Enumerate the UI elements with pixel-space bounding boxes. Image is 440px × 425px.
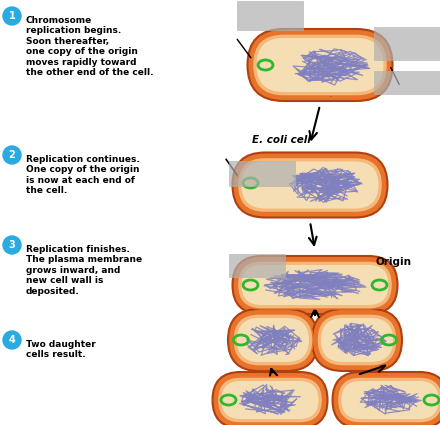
Text: 1: 1 <box>9 11 15 21</box>
FancyBboxPatch shape <box>237 318 309 362</box>
FancyBboxPatch shape <box>341 381 439 419</box>
Circle shape <box>3 236 21 254</box>
Text: Replication finishes.
The plasma membrane
grows inward, and
new cell wall is
dep: Replication finishes. The plasma membran… <box>26 245 142 296</box>
Text: Replication continues.
One copy of the origin
is now at each end of
the cell.: Replication continues. One copy of the o… <box>26 155 140 195</box>
FancyBboxPatch shape <box>242 162 378 209</box>
Text: Origin: Origin <box>375 257 411 267</box>
FancyBboxPatch shape <box>238 261 392 309</box>
Circle shape <box>3 146 21 164</box>
FancyBboxPatch shape <box>217 377 323 423</box>
FancyBboxPatch shape <box>312 309 402 371</box>
FancyBboxPatch shape <box>333 372 440 425</box>
FancyBboxPatch shape <box>374 27 440 61</box>
FancyBboxPatch shape <box>233 314 313 366</box>
FancyBboxPatch shape <box>232 256 397 314</box>
FancyBboxPatch shape <box>237 1 304 31</box>
Text: 4: 4 <box>9 335 15 345</box>
Text: 2: 2 <box>9 150 15 160</box>
FancyBboxPatch shape <box>317 314 397 366</box>
FancyBboxPatch shape <box>374 71 440 95</box>
FancyBboxPatch shape <box>213 372 327 425</box>
FancyBboxPatch shape <box>229 161 296 187</box>
Text: Chromosome
replication begins.
Soon thereafter,
one copy of the origin
moves rap: Chromosome replication begins. Soon ther… <box>26 16 154 77</box>
FancyBboxPatch shape <box>221 381 319 419</box>
Text: 3: 3 <box>9 240 15 250</box>
Text: Two daughter
cells result.: Two daughter cells result. <box>26 340 96 360</box>
Circle shape <box>3 331 21 349</box>
Circle shape <box>3 7 21 25</box>
FancyBboxPatch shape <box>238 158 382 212</box>
FancyBboxPatch shape <box>257 38 384 92</box>
FancyBboxPatch shape <box>321 318 393 362</box>
FancyBboxPatch shape <box>247 29 392 101</box>
FancyBboxPatch shape <box>229 254 286 278</box>
Text: E. coli cell: E. coli cell <box>252 135 311 145</box>
FancyBboxPatch shape <box>228 309 318 371</box>
FancyBboxPatch shape <box>253 34 388 96</box>
FancyBboxPatch shape <box>242 265 389 305</box>
FancyBboxPatch shape <box>232 153 388 218</box>
FancyBboxPatch shape <box>337 377 440 423</box>
